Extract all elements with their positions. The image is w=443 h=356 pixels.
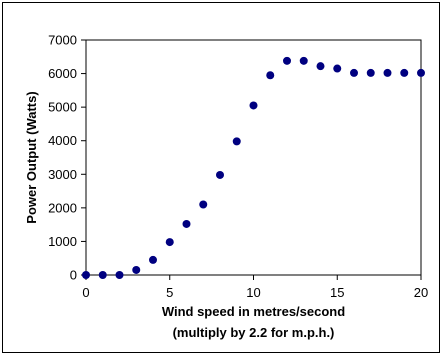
- x-axis: 0 5 10 15 20: [82, 275, 428, 300]
- y-axis-title: Power Output (Watts): [24, 91, 39, 223]
- y-tick-label: 0: [70, 268, 77, 283]
- data-point: [299, 56, 308, 65]
- data-point: [132, 265, 141, 274]
- data-point: [232, 137, 241, 146]
- x-tick-label: 0: [82, 285, 89, 300]
- data-point: [182, 219, 191, 228]
- y-axis: 0 1000 2000 3000 4000 5000 6000 7000: [48, 33, 86, 283]
- data-point: [333, 64, 342, 73]
- data-point: [383, 68, 392, 77]
- data-point: [82, 271, 90, 279]
- y-tick-label: 3000: [48, 167, 77, 182]
- data-point: [366, 68, 375, 77]
- x-axis-title: Wind speed in metres/second: [162, 304, 345, 319]
- data-points: [82, 56, 425, 279]
- data-point: [165, 238, 174, 247]
- y-tick-label: 7000: [48, 33, 77, 48]
- data-point: [283, 56, 291, 65]
- data-point: [199, 200, 208, 209]
- data-point: [216, 170, 224, 179]
- data-point: [350, 68, 358, 77]
- data-point: [149, 255, 157, 264]
- data-point: [266, 71, 275, 80]
- data-point: [249, 101, 258, 110]
- x-tick-label: 20: [414, 285, 428, 300]
- y-tick-label: 1000: [48, 234, 77, 249]
- data-point: [98, 271, 107, 279]
- y-tick-label: 4000: [48, 133, 77, 148]
- x-tick-label: 5: [166, 285, 173, 300]
- plot-area: [85, 39, 422, 276]
- x-axis-subtitle: (multiply by 2.2 for m.p.h.): [173, 325, 335, 340]
- data-point: [400, 68, 409, 77]
- x-tick-label: 10: [246, 285, 260, 300]
- y-tick-label: 6000: [48, 66, 77, 81]
- data-point: [417, 68, 425, 77]
- y-tick-label: 5000: [48, 100, 77, 115]
- x-tick-label: 15: [330, 285, 344, 300]
- data-point: [316, 62, 325, 71]
- data-point: [115, 271, 124, 279]
- y-tick-label: 2000: [48, 200, 77, 215]
